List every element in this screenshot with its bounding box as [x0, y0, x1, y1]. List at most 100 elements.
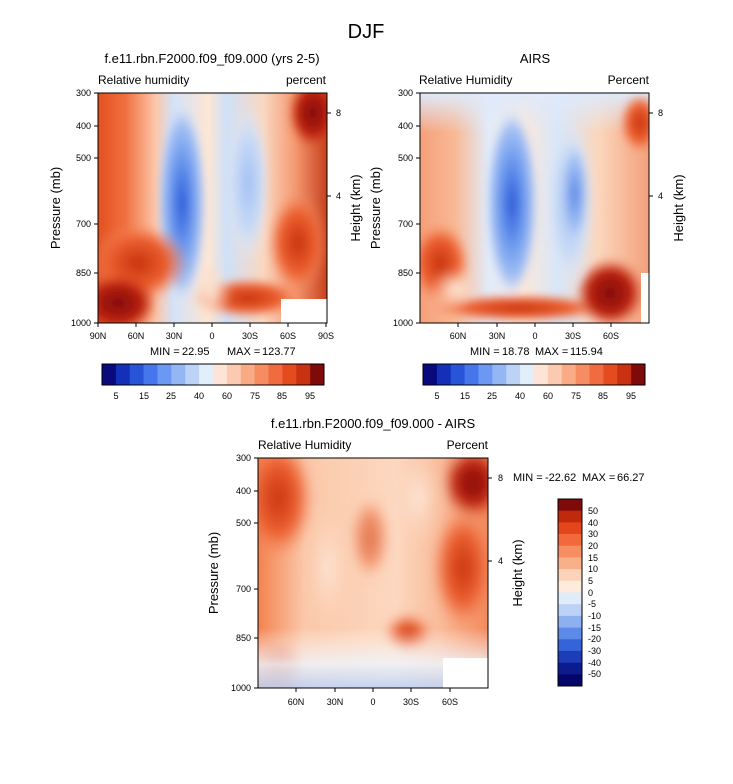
contour-field [420, 93, 649, 323]
y-axis-left: 300 400 500 700 850 1000 [231, 453, 258, 693]
subtitle-right: Percent [608, 73, 650, 87]
colorbar-label: 25 [166, 391, 176, 401]
y-axis-label: Pressure (mb) [368, 167, 383, 249]
colorbar-label: -50 [588, 669, 601, 679]
colorbar-frame [101, 363, 325, 386]
min-label: MIN = [513, 472, 543, 484]
colorbar-label: -20 [588, 634, 601, 644]
colorbar-label: 75 [571, 391, 581, 401]
y-tick: 1000 [71, 318, 91, 328]
max-label: MAX = [582, 472, 615, 484]
x-tick: 30N [166, 331, 183, 341]
x-tick: 60N [128, 331, 145, 341]
colorbar-label: -30 [588, 646, 601, 656]
colorbar-label: -10 [588, 611, 601, 621]
colorbar-swatch [617, 364, 632, 385]
figure-title: DJF [348, 21, 385, 43]
colorbar-swatch [558, 557, 582, 570]
subtitle-left: Relative humidity [98, 73, 189, 87]
y-axis-right-label: Height (km) [348, 174, 363, 241]
colorbar-swatch [423, 364, 438, 385]
colorbar-swatch [506, 364, 521, 385]
colorbar-label: 95 [305, 391, 315, 401]
x-tick: 30S [242, 331, 258, 341]
colorbar-label: 15 [139, 391, 149, 401]
min-max-label: MIN = 22.95 MAX = 123.77 [150, 346, 296, 358]
colorbar-swatch [268, 364, 283, 385]
min-max-label: MIN = 18.78 MAX = 115.94 [470, 346, 603, 358]
colorbar-frame [422, 363, 646, 386]
x-tick: 60S [442, 697, 458, 707]
colorbar-swatch [547, 364, 563, 385]
colorbar-label: -40 [588, 658, 601, 668]
colorbar-label: 15 [460, 391, 470, 401]
max-value: 115.94 [570, 346, 603, 358]
y-tick: 500 [76, 153, 91, 163]
panel-difference: f.e11.rbn.F2000.f09_f09.000 - AIRS Relat… [206, 416, 645, 707]
y-tick-right: 4 [336, 191, 341, 201]
x-tick: 90S [318, 331, 334, 341]
colorbar-label: 0 [588, 588, 593, 598]
colorbar-swatch [603, 364, 618, 385]
x-tick: 30N [327, 697, 344, 707]
y-axis-right: 8 4 [327, 108, 341, 201]
colorbar-frame [557, 498, 583, 687]
x-axis: 60N 30N 0 30S 60S [450, 323, 619, 341]
colorbar-label: 85 [598, 391, 608, 401]
x-tick: 90N [90, 331, 107, 341]
x-tick: 30N [489, 331, 506, 341]
y-tick: 300 [236, 453, 251, 463]
colorbar: 5 15 25 40 60 75 85 95 [101, 363, 325, 401]
colorbar-swatch [129, 364, 144, 385]
colorbar-swatch [558, 592, 582, 605]
y-axis-left: 300 400 500 700 850 1000 [71, 88, 98, 328]
y-tick: 700 [236, 584, 251, 594]
colorbar-swatch [296, 364, 311, 385]
colorbar-swatch [558, 569, 582, 582]
colorbar: 50 40 30 20 15 10 5 0 -5 -10 -15 -20 -30… [557, 498, 601, 687]
colorbar-swatch [558, 499, 582, 511]
subtitle-left: Relative Humidity [419, 73, 512, 87]
colorbar-label: 15 [588, 553, 598, 563]
colorbar-swatch [558, 662, 582, 675]
colorbar-swatch [185, 364, 200, 385]
colorbar-swatch [534, 364, 549, 385]
y-axis-left: 300 400 500 700 850 1000 [393, 88, 420, 328]
colorbar-swatch [558, 545, 582, 558]
panel-title: f.e11.rbn.F2000.f09_f09.000 (yrs 2-5) [104, 51, 319, 66]
x-tick: 60N [288, 697, 305, 707]
x-tick: 60S [280, 331, 296, 341]
y-tick: 850 [76, 268, 91, 278]
colorbar-swatch [558, 510, 582, 523]
colorbar-swatch [561, 364, 576, 385]
subtitle-left: Relative Humidity [258, 438, 351, 452]
colorbar-swatch [450, 364, 465, 385]
colorbar-label: 25 [487, 391, 497, 401]
contour-field [98, 93, 327, 323]
colorbar-swatch [492, 364, 507, 385]
colorbar-swatch [254, 364, 269, 385]
colorbar-label: 20 [588, 541, 598, 551]
min-label: MIN = [470, 346, 500, 358]
y-axis-right-label: Height (km) [510, 539, 525, 606]
colorbar-label: 75 [250, 391, 260, 401]
colorbar: 5 15 25 40 60 75 85 95 [422, 363, 646, 401]
colorbar-swatch [115, 364, 131, 385]
colorbar-swatch [464, 364, 479, 385]
colorbar-swatch [558, 604, 582, 617]
colorbar-swatch [558, 522, 582, 535]
panel-model: f.e11.rbn.F2000.f09_f09.000 (yrs 2-5) Re… [48, 51, 363, 401]
colorbar-swatch [558, 534, 582, 547]
colorbar-swatch [558, 674, 582, 687]
max-label: MAX = [535, 346, 568, 358]
colorbar-swatch [558, 627, 582, 640]
y-tick: 400 [398, 121, 413, 131]
colorbar-swatch [558, 615, 582, 628]
y-tick: 700 [76, 219, 91, 229]
colorbar-label: 50 [588, 506, 598, 516]
x-tick: 60S [603, 331, 619, 341]
x-tick: 30S [403, 697, 419, 707]
colorbar-swatch [213, 364, 228, 385]
max-value: 123.77 [262, 346, 296, 358]
